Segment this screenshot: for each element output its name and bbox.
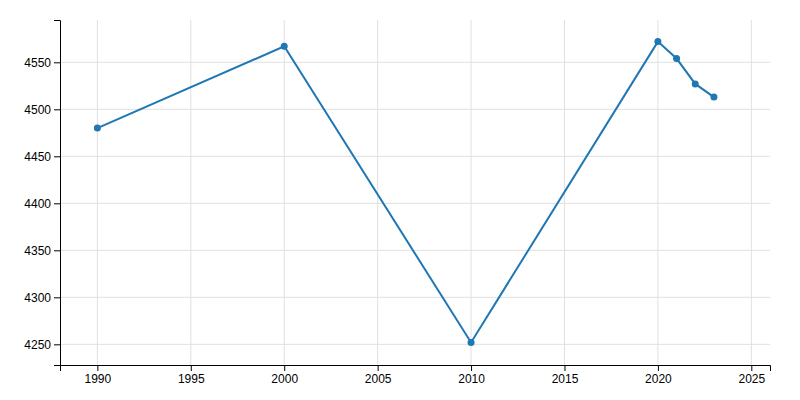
grid-line: [60, 62, 770, 63]
tick-label: 2005: [365, 372, 392, 386]
point: [468, 339, 475, 346]
grid-line: [60, 344, 770, 345]
tick: 4550: [24, 56, 60, 70]
point: [281, 43, 288, 50]
tick-label: 2025: [738, 372, 765, 386]
y-axis: 4250 4300 4350 4400 4450 4500 4550: [24, 21, 60, 366]
grid-line: [60, 203, 770, 204]
tick: 2020: [645, 365, 672, 386]
tick-mark: [378, 365, 379, 371]
tick-mark: [54, 297, 60, 298]
axis-line: [61, 366, 771, 372]
tick: 4500: [24, 103, 60, 117]
grid-line: [284, 20, 285, 365]
tick: 4350: [24, 244, 60, 258]
tick-mark: [658, 365, 659, 371]
plot: 1990 1995 2000 2005 2010 2015 2020 2025 4250 4300…: [24, 20, 770, 386]
tick-label: 4300: [24, 291, 51, 305]
point: [94, 125, 101, 132]
tick-mark: [284, 365, 285, 371]
point: [673, 55, 680, 62]
point: [692, 80, 699, 87]
tick-label: 2020: [645, 372, 672, 386]
tick: 2015: [552, 365, 579, 386]
tick-label: 4400: [24, 197, 51, 211]
grid-line: [751, 20, 752, 365]
tick: 4400: [24, 197, 60, 211]
tick-mark: [54, 62, 60, 63]
tick-mark: [97, 365, 98, 371]
axis-line: [54, 21, 61, 366]
point: [710, 94, 717, 101]
grid-line: [657, 20, 658, 365]
point: [654, 38, 661, 45]
tick: 4450: [24, 150, 60, 164]
tick: 4300: [24, 291, 60, 305]
tick-label: 1990: [85, 372, 112, 386]
grid-line: [97, 20, 98, 365]
grid-line: [60, 297, 770, 298]
grid-line: [471, 20, 472, 365]
tick-mark: [471, 365, 472, 371]
tick-mark: [54, 344, 60, 345]
tick: 1995: [178, 365, 205, 386]
tick-label: 2000: [271, 372, 298, 386]
tick: 2010: [458, 365, 485, 386]
tick: 2000: [271, 365, 298, 386]
grid: [60, 20, 770, 365]
tick-mark: [751, 365, 752, 371]
tick-mark: [54, 156, 60, 157]
tick-mark: [191, 365, 192, 371]
tick-label: 4450: [24, 150, 51, 164]
tick-mark: [54, 203, 60, 204]
tick: 1990: [85, 365, 112, 386]
grid-line: [60, 109, 770, 110]
chart: 1990 1995 2000 2005 2010 2015 2020 2025 4250 4300…: [0, 0, 800, 400]
tick: 2005: [365, 365, 392, 386]
tick-mark: [54, 109, 60, 110]
tick: 4250: [24, 338, 60, 352]
tick: 2025: [738, 365, 765, 386]
x-axis: 1990 1995 2000 2005 2010 2015 2020 2025: [61, 365, 771, 386]
grid-line: [60, 250, 770, 251]
line: [97, 42, 714, 343]
tick-label: 2015: [552, 372, 579, 386]
grid-line: [190, 20, 191, 365]
grid-line: [60, 156, 770, 157]
tick-label: 4350: [24, 244, 51, 258]
tick-label: 4500: [24, 103, 51, 117]
tick-label: 2010: [458, 372, 485, 386]
tick-label: 4250: [24, 338, 51, 352]
tick-mark: [564, 365, 565, 371]
tick-mark: [54, 250, 60, 251]
marks: [94, 38, 718, 346]
tick-label: 4550: [24, 56, 51, 70]
tick-label: 1995: [178, 372, 205, 386]
